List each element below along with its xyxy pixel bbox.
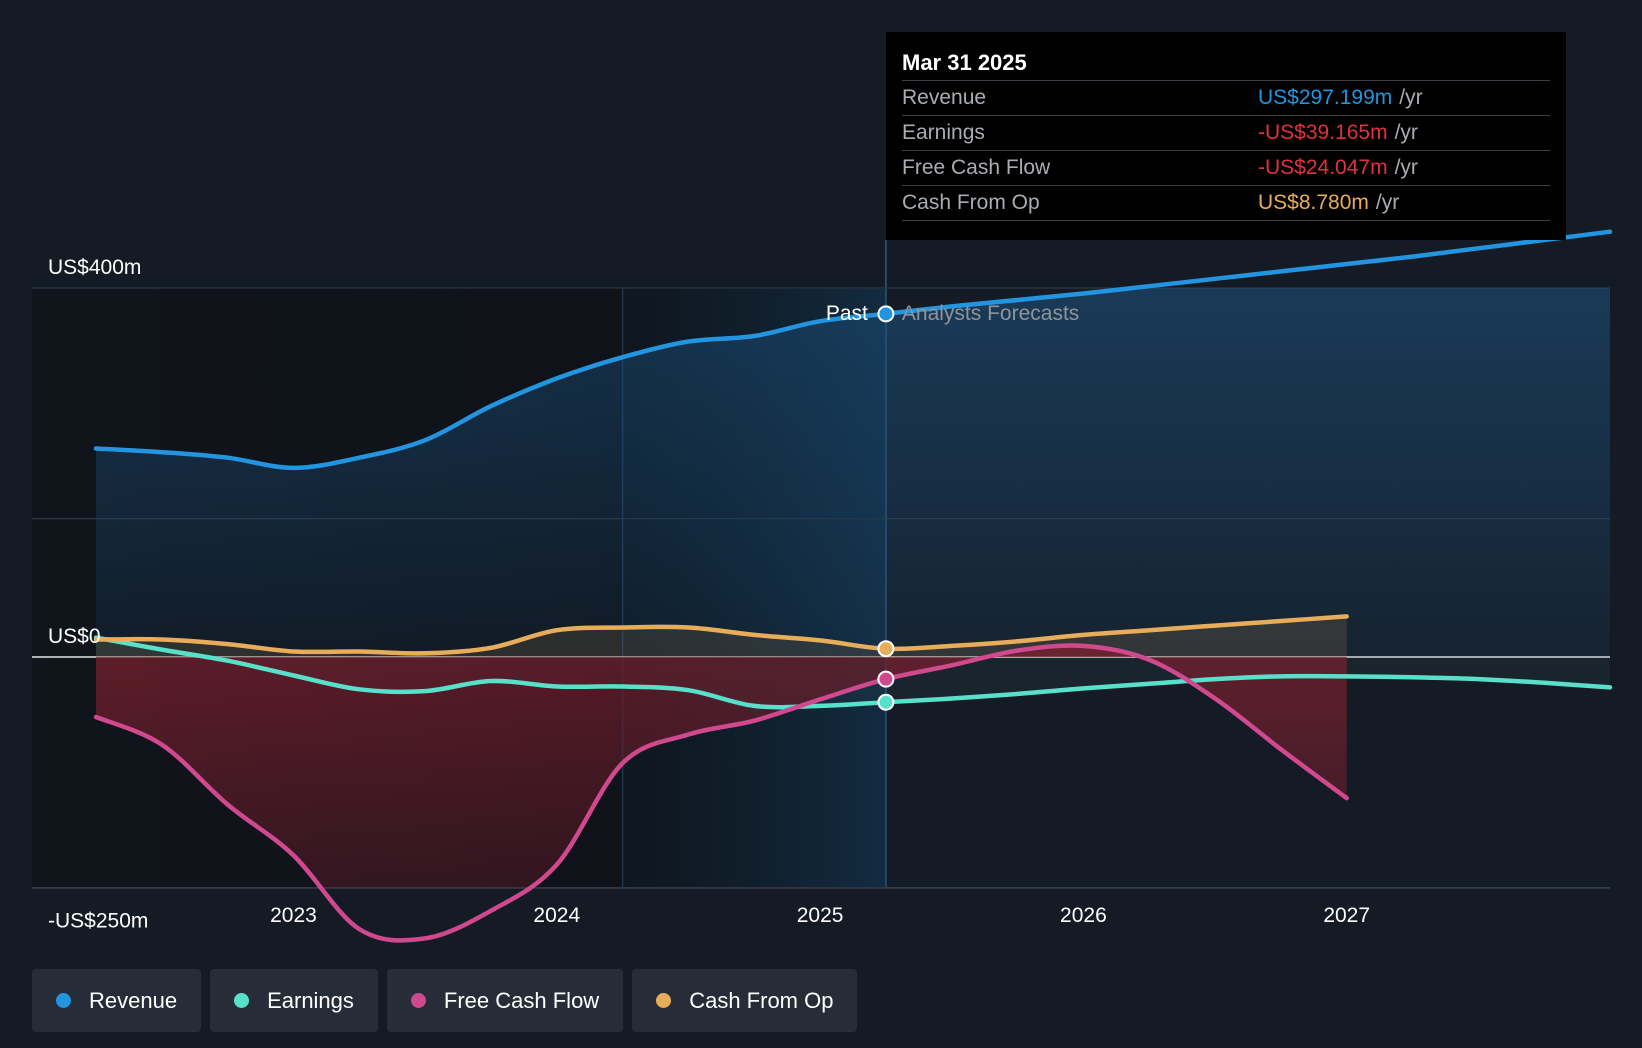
marker-free-cash-flow <box>877 670 895 688</box>
x-tick-label: 2025 <box>797 904 844 927</box>
x-tick-label: 2027 <box>1323 904 1370 927</box>
marker-cash-from-op <box>877 640 895 658</box>
y-axis-label: US$400m <box>48 256 141 279</box>
tooltip-value: -US$39.165m <box>1258 121 1388 144</box>
marker-earnings <box>877 693 895 711</box>
legend-dot-icon <box>56 993 71 1008</box>
series-line-free-cash-flow <box>93 643 1349 943</box>
y-axis-label: US$0 <box>48 625 101 648</box>
tooltip-row-free-cash-flow: Free Cash Flow -US$24.047m /yr <box>902 151 1550 186</box>
x-tick-label: 2023 <box>270 904 317 927</box>
series-lines <box>93 229 1613 943</box>
tooltip-unit: /yr <box>1399 86 1423 109</box>
tooltip-unit: /yr <box>1394 121 1418 144</box>
tooltip-unit: /yr <box>1375 191 1400 214</box>
tooltip-value: US$297.199m <box>1258 86 1393 109</box>
tooltip-row-earnings: Earnings -US$39.165m /yr <box>902 116 1550 151</box>
past-label: Past <box>826 302 868 325</box>
past-darken <box>32 288 886 888</box>
series-line-revenue <box>93 229 1613 471</box>
legend-dot-icon <box>410 993 426 1008</box>
series-line-cash-from-op <box>93 614 1349 656</box>
area-fills <box>32 288 1610 888</box>
tooltip-label: Cash From Op <box>902 191 1040 214</box>
tooltip-label: Revenue <box>902 86 987 109</box>
tooltip-date: Mar 31 2025 <box>902 46 1550 81</box>
legend-dot-icon <box>656 993 672 1008</box>
series-markers <box>877 305 895 711</box>
tooltip-unit: /yr <box>1394 156 1418 179</box>
tooltip: Mar 31 2025 Revenue US$297.199m /yr Earn… <box>886 32 1566 240</box>
x-tick-label: 2026 <box>1060 904 1107 927</box>
legend-item-revenue[interactable]: Revenue <box>32 969 202 1032</box>
axis-labels: US$400m US$0 -US$250m 2023 2024 2025 2026 2027 P… <box>48 256 1370 933</box>
tooltip-row-cash-from-op: Cash From Op US$8.780m /yr <box>902 186 1550 221</box>
tooltip-value: -US$24.047m <box>1258 156 1388 179</box>
legend: Revenue Earnings Free Cash Flow Cash Fro… <box>32 969 858 1032</box>
legend-label: Revenue <box>89 987 178 1013</box>
tooltip-value: US$8.780m <box>1258 191 1369 214</box>
series-line-earnings <box>93 635 1613 710</box>
forecast-label: Analysts Forecasts <box>902 302 1079 325</box>
marker-revenue <box>877 305 895 323</box>
y-axis-label: -US$250m <box>48 910 148 933</box>
legend-item-free-cash-flow[interactable]: Free Cash Flow <box>386 969 624 1032</box>
legend-label: Earnings <box>267 987 354 1013</box>
tooltip-row-revenue: Revenue US$297.199m /yr <box>902 81 1550 116</box>
legend-label: Free Cash Flow <box>443 987 600 1013</box>
legend-item-earnings[interactable]: Earnings <box>210 969 378 1032</box>
legend-item-cash-from-op[interactable]: Cash From Op <box>632 969 858 1032</box>
legend-label: Cash From Op <box>689 987 834 1013</box>
x-tick-label: 2024 <box>533 904 580 927</box>
tooltip-label: Earnings <box>902 121 985 144</box>
tooltip-label: Free Cash Flow <box>902 156 1051 179</box>
legend-dot-icon <box>234 993 250 1008</box>
